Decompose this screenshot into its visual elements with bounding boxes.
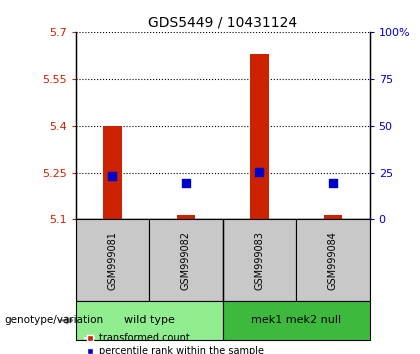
Bar bbox=[76, 219, 149, 301]
Text: GSM999081: GSM999081 bbox=[108, 231, 117, 290]
Text: GSM999083: GSM999083 bbox=[255, 231, 264, 290]
Bar bbox=[149, 219, 223, 301]
Bar bbox=[76, 301, 223, 340]
Bar bbox=[324, 216, 342, 219]
Bar bbox=[103, 126, 121, 219]
Text: GSM999082: GSM999082 bbox=[181, 231, 191, 290]
Bar bbox=[296, 219, 370, 301]
Bar bbox=[177, 216, 195, 219]
Text: genotype/variation: genotype/variation bbox=[4, 315, 103, 325]
Point bbox=[182, 180, 189, 185]
Text: mek1 mek2 null: mek1 mek2 null bbox=[251, 315, 341, 325]
Bar bbox=[223, 219, 296, 301]
Title: GDS5449 / 10431124: GDS5449 / 10431124 bbox=[148, 15, 297, 29]
Point bbox=[109, 173, 116, 179]
Point bbox=[256, 169, 263, 175]
Text: GSM999084: GSM999084 bbox=[328, 231, 338, 290]
Bar bbox=[223, 301, 370, 340]
Legend: transformed count, percentile rank within the sample: transformed count, percentile rank withi… bbox=[85, 333, 264, 354]
Text: wild type: wild type bbox=[123, 315, 175, 325]
Point bbox=[330, 180, 336, 185]
Bar bbox=[250, 54, 268, 219]
